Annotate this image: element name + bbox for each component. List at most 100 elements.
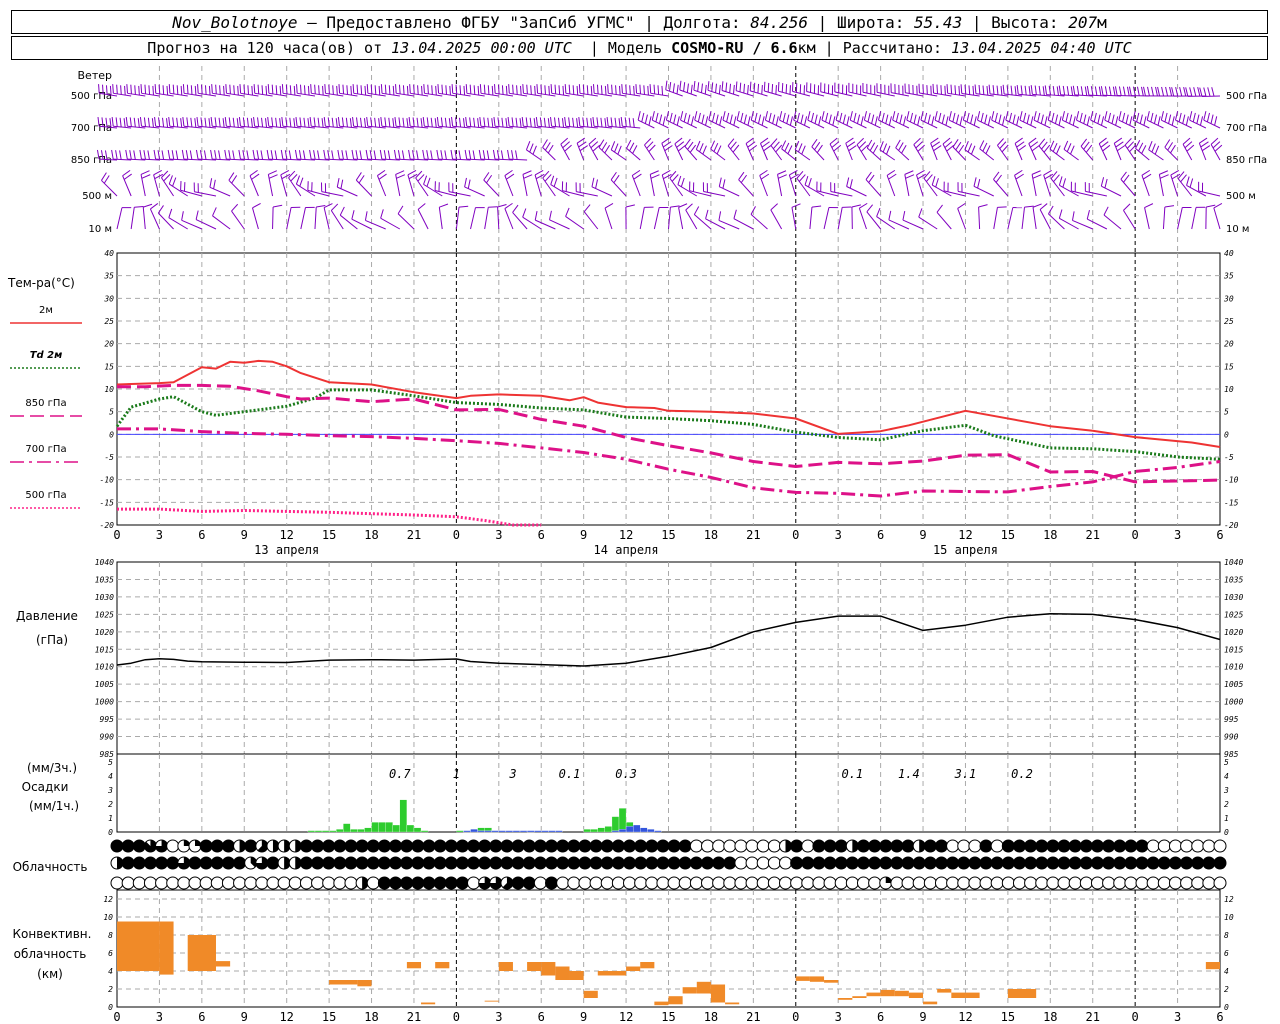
wind-barb bbox=[1120, 171, 1136, 197]
wind-barb bbox=[792, 82, 811, 97]
precip-tick-left: 5 bbox=[108, 758, 113, 767]
wind-barb bbox=[1143, 86, 1164, 97]
wind-barb bbox=[1014, 169, 1024, 197]
wind-barb bbox=[942, 137, 955, 161]
cloud-symbol bbox=[790, 856, 804, 870]
wind-barb bbox=[1185, 87, 1206, 97]
pressure-tick-right: 1015 bbox=[1224, 645, 1243, 654]
convective-time-tick: 3 bbox=[1174, 1010, 1181, 1024]
precip-bar bbox=[618, 829, 627, 833]
wind-level-label-right: 500 м bbox=[1226, 191, 1256, 202]
cloud-symbol bbox=[1012, 839, 1026, 853]
pressure-tick-right: 1010 bbox=[1224, 663, 1243, 672]
wind-barb bbox=[1186, 176, 1207, 197]
wind-barb bbox=[550, 116, 570, 129]
precip-bar bbox=[618, 808, 627, 833]
wind-level-label-left: 700 гПа bbox=[71, 123, 112, 134]
cloud-symbol bbox=[734, 839, 748, 853]
wind-barb bbox=[197, 84, 217, 97]
cloud-symbol bbox=[589, 856, 603, 870]
wind-barb bbox=[845, 137, 857, 161]
cloud-symbol bbox=[812, 876, 826, 890]
wind-barb bbox=[866, 139, 881, 161]
wind-level-label-left: 500 м bbox=[82, 191, 112, 202]
wind-barb bbox=[1177, 171, 1193, 197]
cloud-symbol bbox=[689, 839, 703, 853]
wind-barb bbox=[749, 81, 768, 97]
model-name: COSMO-RU / 6.6 bbox=[671, 39, 798, 57]
cloud-symbol bbox=[522, 839, 536, 853]
cloud-symbol bbox=[121, 839, 135, 853]
temp-tick-left: 15 bbox=[104, 362, 114, 371]
wind-barb bbox=[1205, 204, 1216, 230]
lat-value: 55.43 bbox=[914, 12, 963, 32]
cloud-symbol bbox=[511, 839, 525, 853]
wind-barb bbox=[685, 203, 698, 230]
wind-barb bbox=[324, 84, 344, 97]
cloud-symbol bbox=[567, 876, 581, 890]
wind-barb bbox=[497, 204, 507, 230]
cloud-symbol bbox=[1068, 856, 1082, 870]
precip-bar bbox=[456, 830, 464, 833]
wind-barb bbox=[522, 208, 542, 230]
wind-barb bbox=[564, 84, 584, 97]
cloud-symbol bbox=[478, 876, 492, 890]
wind-barb bbox=[508, 84, 528, 97]
cloud-symbol bbox=[700, 839, 714, 853]
cloud-symbol bbox=[522, 876, 536, 890]
cloud-symbol bbox=[678, 876, 692, 890]
cloud-symbol bbox=[411, 876, 425, 890]
wind-barb bbox=[1044, 85, 1065, 97]
wind-barb bbox=[578, 84, 598, 97]
wind-barb bbox=[930, 137, 942, 161]
cloud-symbol bbox=[533, 856, 547, 870]
wind-barb bbox=[770, 203, 783, 230]
cloud-symbol bbox=[756, 876, 770, 890]
cloud-symbol bbox=[344, 839, 358, 853]
convective-bar bbox=[187, 935, 216, 971]
cloud-symbol bbox=[767, 856, 781, 870]
wind-barb bbox=[1175, 111, 1192, 129]
pressure-tick-right: 995 bbox=[1224, 715, 1239, 724]
header-row-1: Nov_Bolotnoye — Предоставлено ФГБУ "ЗапС… bbox=[11, 10, 1268, 34]
cloud-symbol bbox=[879, 856, 893, 870]
cloud-symbol bbox=[288, 856, 302, 870]
cloud-symbol bbox=[1191, 876, 1205, 890]
wind-barb bbox=[948, 111, 966, 129]
wind-barb bbox=[364, 211, 386, 230]
wind-barb bbox=[1084, 182, 1107, 197]
wind-level-label-right: 500 гПа bbox=[1226, 91, 1267, 102]
cloud-symbol bbox=[834, 856, 848, 870]
cloud-symbol bbox=[299, 876, 313, 890]
convective-bar bbox=[668, 996, 683, 1005]
wind-barb bbox=[626, 139, 641, 161]
wind-barb bbox=[1038, 138, 1051, 161]
convective-time-tick: 15 bbox=[322, 1010, 336, 1024]
wind-barb bbox=[157, 205, 174, 230]
temp-time-tick: 6 bbox=[198, 528, 205, 542]
cloud-symbol bbox=[478, 839, 492, 853]
cloud-symbol bbox=[166, 856, 180, 870]
cloud-symbol bbox=[756, 839, 770, 853]
wind-barb bbox=[140, 170, 151, 197]
convective-bar bbox=[484, 1000, 499, 1002]
wind-barb bbox=[1070, 181, 1093, 197]
temp-tick-right: -15 bbox=[1224, 498, 1239, 507]
convective-time-tick: 21 bbox=[746, 1010, 760, 1024]
convective-tick-right: 8 bbox=[1224, 931, 1229, 940]
cloud-symbol bbox=[856, 876, 870, 890]
wind-barb bbox=[1103, 206, 1122, 230]
wind-barb bbox=[393, 149, 414, 161]
cloud-symbol bbox=[467, 839, 481, 853]
wind-barb bbox=[1132, 111, 1150, 129]
wind-barb bbox=[380, 116, 400, 129]
wind-barb bbox=[1090, 111, 1108, 129]
wind-barb bbox=[943, 181, 966, 197]
wind-barb bbox=[1071, 211, 1093, 230]
temp-legend-label: Td 2м bbox=[30, 350, 63, 361]
temp-legend-label: 850 гПа bbox=[25, 398, 66, 409]
wind-barb bbox=[1128, 86, 1150, 97]
precip-amount-label: 0.1 bbox=[841, 767, 863, 781]
precip-bar bbox=[548, 830, 556, 833]
wind-barb bbox=[1198, 137, 1211, 161]
